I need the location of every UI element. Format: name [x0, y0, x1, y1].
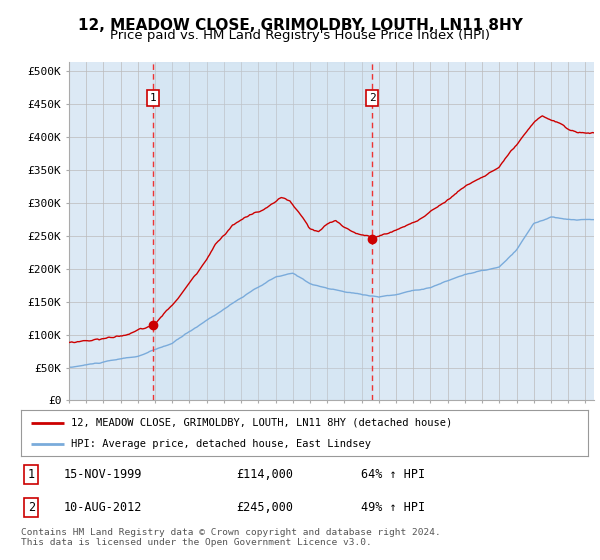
Text: £114,000: £114,000	[236, 468, 293, 481]
Text: Contains HM Land Registry data © Crown copyright and database right 2024.
This d: Contains HM Land Registry data © Crown c…	[21, 528, 441, 547]
Text: 64% ↑ HPI: 64% ↑ HPI	[361, 468, 425, 481]
Text: £245,000: £245,000	[236, 501, 293, 514]
Text: 15-NOV-1999: 15-NOV-1999	[64, 468, 142, 481]
Text: HPI: Average price, detached house, East Lindsey: HPI: Average price, detached house, East…	[71, 439, 371, 449]
Bar	[153, 62, 372, 400]
Text: 49% ↑ HPI: 49% ↑ HPI	[361, 501, 425, 514]
Text: 12, MEADOW CLOSE, GRIMOLDBY, LOUTH, LN11 8HY (detached house): 12, MEADOW CLOSE, GRIMOLDBY, LOUTH, LN11…	[71, 418, 452, 428]
Text: 1: 1	[28, 468, 35, 481]
Text: 1: 1	[149, 93, 157, 103]
Text: 2: 2	[28, 501, 35, 514]
Text: 2: 2	[369, 93, 376, 103]
Text: 12, MEADOW CLOSE, GRIMOLDBY, LOUTH, LN11 8HY: 12, MEADOW CLOSE, GRIMOLDBY, LOUTH, LN11…	[77, 18, 523, 33]
Text: Price paid vs. HM Land Registry's House Price Index (HPI): Price paid vs. HM Land Registry's House …	[110, 29, 490, 42]
Text: 10-AUG-2012: 10-AUG-2012	[64, 501, 142, 514]
